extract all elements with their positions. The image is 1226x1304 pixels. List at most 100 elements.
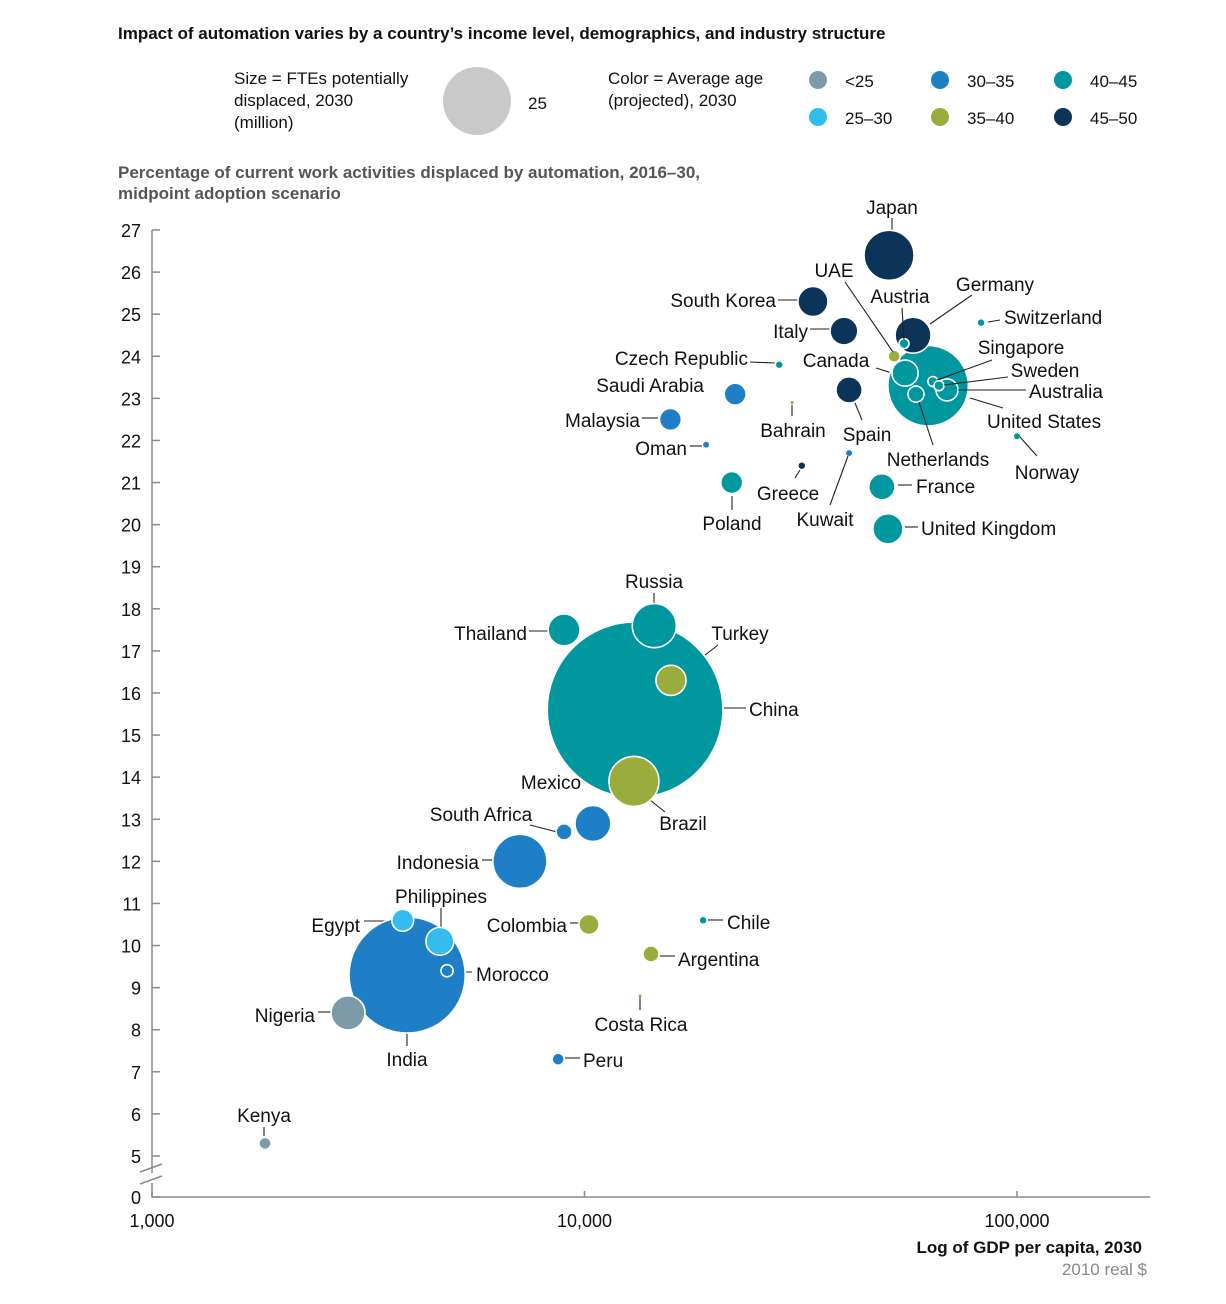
bubble-bahrain	[790, 401, 794, 405]
bubble-uae	[887, 349, 902, 364]
x-tick-label: 10,000	[557, 1211, 612, 1231]
bubble-south-africa	[555, 823, 573, 841]
label-egypt: Egypt	[311, 916, 360, 937]
bubble-netherlands	[907, 385, 925, 403]
legend-swatch-40-45	[1054, 71, 1072, 89]
label-canada: Canada	[803, 351, 870, 372]
label-poland: Poland	[702, 514, 761, 535]
label-oman: Oman	[635, 439, 687, 460]
bubble-switzerland	[976, 317, 986, 328]
label-japan: Japan	[866, 198, 918, 219]
bubble-colombia	[578, 913, 600, 936]
bubble-egypt	[390, 908, 415, 933]
bubble-oman	[703, 441, 710, 448]
x-tick-label: 1,000	[129, 1211, 174, 1231]
y-tick-label: 8	[131, 1021, 141, 1041]
label-bahrain: Bahrain	[760, 421, 826, 442]
label-singapore: Singapore	[978, 338, 1065, 359]
bubble-turkey	[655, 664, 687, 697]
axis-break-mark	[139, 1163, 163, 1185]
y-axis-title-line-1: Percentage of current work activities di…	[118, 163, 700, 182]
size-legend: Size = FTEs potentially displaced, 2030 …	[234, 67, 547, 135]
leader-line-norway	[1019, 436, 1038, 457]
label-norway: Norway	[1015, 463, 1080, 484]
label-chile: Chile	[727, 913, 770, 934]
label-czech-republic: Czech Republic	[615, 349, 748, 370]
legend-swatch-35-40	[931, 108, 949, 126]
leader-line-czech-republic	[749, 361, 776, 364]
bubble-japan	[863, 229, 915, 282]
label-south-africa: South Africa	[430, 805, 533, 826]
size-legend-line-2: displaced, 2030	[234, 91, 353, 110]
label-germany: Germany	[956, 275, 1035, 296]
bubble-norway	[1014, 433, 1020, 440]
leader-line-austria	[901, 307, 905, 341]
label-kuwait: Kuwait	[796, 510, 854, 531]
bubble-france	[867, 472, 896, 501]
legend-swatch-25-30	[809, 108, 827, 126]
label-nigeria: Nigeria	[255, 1006, 316, 1027]
leader-line-switzerland	[987, 319, 1001, 323]
bubble-mexico	[574, 804, 612, 843]
label-morocco: Morocco	[476, 965, 549, 986]
y-tick-label: 24	[121, 347, 141, 367]
leader-line-canada	[875, 367, 893, 374]
y-tick-label: 27	[121, 221, 141, 241]
bubble-czech-republic	[774, 359, 785, 370]
bubble-thailand	[547, 613, 581, 647]
y-tick-label: 13	[121, 810, 141, 830]
bubble-italy	[829, 316, 859, 346]
label-austria: Austria	[870, 287, 930, 308]
label-united-kingdom: United Kingdom	[921, 519, 1056, 540]
legend-label-40-45: 40–45	[1090, 72, 1137, 91]
y-tick-label: 25	[121, 305, 141, 325]
x-axis-title: Log of GDP per capita, 2030	[917, 1238, 1142, 1257]
bubble-peru	[551, 1052, 566, 1067]
legend-label-45-50: 45–50	[1090, 109, 1137, 128]
y-tick-label: 5	[131, 1147, 141, 1167]
y-tick-label: 26	[121, 263, 141, 283]
bubble-south-korea	[797, 285, 829, 318]
leader-line-kuwait	[829, 455, 849, 506]
leader-line-south-africa	[529, 824, 558, 833]
y-tick-label: 20	[121, 516, 141, 536]
bubble-united-kingdom	[872, 512, 904, 545]
label-uae: UAE	[814, 261, 853, 282]
bubble-russia	[631, 602, 678, 649]
label-argentina: Argentina	[678, 950, 760, 971]
bubble-chile	[698, 915, 708, 926]
size-legend-value: 25	[528, 94, 547, 113]
label-peru: Peru	[583, 1051, 623, 1072]
bubble-sweden	[933, 379, 945, 392]
label-china: China	[749, 700, 799, 721]
label-russia: Russia	[625, 572, 684, 593]
size-legend-line-3: (million)	[234, 113, 294, 132]
leader-line-netherlands	[918, 401, 934, 446]
label-malaysia: Malaysia	[565, 411, 640, 432]
bubble-morocco	[440, 963, 454, 978]
leader-line-sweden	[943, 376, 1009, 386]
legend-swatch-45-50	[1054, 108, 1072, 126]
legend-label-30-35: 30–35	[967, 72, 1014, 91]
color-legend-line-2: (projected), 2030	[608, 91, 737, 110]
label-saudi-arabia: Saudi Arabia	[596, 376, 704, 397]
label-colombia: Colombia	[487, 916, 568, 937]
label-united-states: United States	[987, 412, 1101, 433]
chart-title: Impact of automation varies by a country…	[118, 24, 885, 43]
label-brazil: Brazil	[659, 814, 707, 835]
leader-line-germany	[929, 294, 973, 325]
leader-line-spain	[854, 402, 863, 421]
y-tick-label: 21	[121, 474, 141, 494]
y-axis-title-line-2: midpoint adoption scenario	[118, 184, 341, 203]
bubble-greece	[796, 460, 807, 471]
label-thailand: Thailand	[454, 624, 527, 645]
bubble-poland	[719, 470, 744, 495]
y-tick-label: 16	[121, 684, 141, 704]
bubble-spain	[835, 376, 863, 404]
y-tick-label: 18	[121, 600, 141, 620]
leader-line-singapore	[936, 359, 993, 381]
label-indonesia: Indonesia	[397, 853, 480, 874]
y-tick-label: 0	[131, 1188, 141, 1208]
label-sweden: Sweden	[1011, 361, 1080, 382]
y-tick-label: 23	[121, 389, 141, 409]
